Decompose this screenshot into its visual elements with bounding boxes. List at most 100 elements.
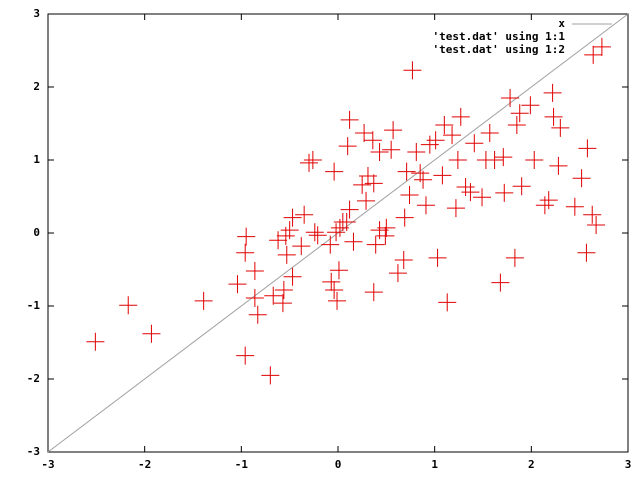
point <box>411 164 430 183</box>
point <box>384 121 403 140</box>
point <box>414 170 433 189</box>
point <box>510 104 529 123</box>
point <box>340 200 359 219</box>
x-tick-label: 3 <box>625 458 632 471</box>
point <box>400 186 419 205</box>
y-tick-label: -3 <box>27 445 40 458</box>
point <box>448 151 467 169</box>
point <box>303 151 322 169</box>
point <box>501 88 520 107</box>
point <box>495 183 514 202</box>
point <box>491 273 510 292</box>
point <box>295 205 314 224</box>
point <box>321 235 340 254</box>
point <box>544 107 563 126</box>
legend-label: x <box>558 17 565 30</box>
x-tick-label: 2 <box>528 458 535 471</box>
point <box>328 291 347 310</box>
point <box>407 142 426 161</box>
point <box>357 191 376 210</box>
point <box>461 183 480 202</box>
y-tick-label: 1 <box>33 153 40 166</box>
point <box>565 197 584 216</box>
legend-label: 'test.dat' using 1:2 <box>433 43 565 56</box>
point <box>274 280 293 299</box>
point <box>363 131 382 150</box>
point <box>539 191 558 210</box>
point <box>583 205 602 224</box>
point <box>512 177 531 196</box>
point <box>443 126 462 145</box>
point <box>308 226 327 245</box>
y-tick-label: 3 <box>33 7 40 20</box>
point <box>525 151 544 169</box>
point <box>435 115 454 134</box>
point <box>364 283 383 302</box>
point <box>446 199 465 218</box>
point <box>376 226 395 245</box>
point <box>426 131 445 150</box>
point <box>340 110 359 129</box>
point <box>264 286 283 305</box>
point <box>382 140 401 159</box>
point <box>236 243 255 262</box>
point <box>428 248 447 267</box>
point <box>283 208 302 227</box>
point <box>592 37 611 56</box>
point <box>587 215 606 234</box>
point <box>543 83 562 102</box>
point <box>456 178 475 197</box>
point <box>364 174 383 193</box>
point <box>142 324 161 343</box>
x-tick-label: 0 <box>335 458 342 471</box>
point <box>248 305 267 324</box>
point <box>119 296 138 315</box>
legend-label: 'test.dat' using 1:1 <box>433 30 566 43</box>
point <box>237 227 256 246</box>
point <box>261 366 280 385</box>
point <box>465 134 484 153</box>
point <box>277 245 296 264</box>
point <box>535 196 554 215</box>
y-tick-label: 2 <box>33 80 40 93</box>
point <box>480 123 499 142</box>
point <box>549 156 568 175</box>
point <box>366 235 385 254</box>
point <box>473 188 492 207</box>
point <box>394 251 413 270</box>
point <box>521 96 540 115</box>
point <box>505 248 524 267</box>
point <box>325 280 344 299</box>
point <box>280 221 299 240</box>
point <box>551 118 570 137</box>
x-tick-label: -1 <box>235 458 249 471</box>
point <box>273 294 292 313</box>
point <box>86 332 105 351</box>
point <box>236 346 255 365</box>
point <box>337 213 356 232</box>
point <box>494 148 513 167</box>
point <box>438 293 457 312</box>
point <box>325 162 344 181</box>
point <box>584 45 603 64</box>
x-tick-label: 1 <box>431 458 438 471</box>
point <box>416 196 435 215</box>
point <box>388 264 407 283</box>
point <box>329 261 348 280</box>
point <box>338 137 357 156</box>
point <box>305 223 324 242</box>
point <box>578 139 597 158</box>
x-tick-label: -2 <box>138 458 151 471</box>
point <box>485 151 504 169</box>
point <box>433 166 452 185</box>
y-tick-label: -1 <box>27 299 41 312</box>
point <box>245 288 264 307</box>
function-line <box>47 13 629 453</box>
point <box>300 153 318 172</box>
point <box>397 162 416 181</box>
point <box>283 267 302 286</box>
point <box>370 142 389 161</box>
point <box>572 169 591 188</box>
point <box>403 61 422 80</box>
